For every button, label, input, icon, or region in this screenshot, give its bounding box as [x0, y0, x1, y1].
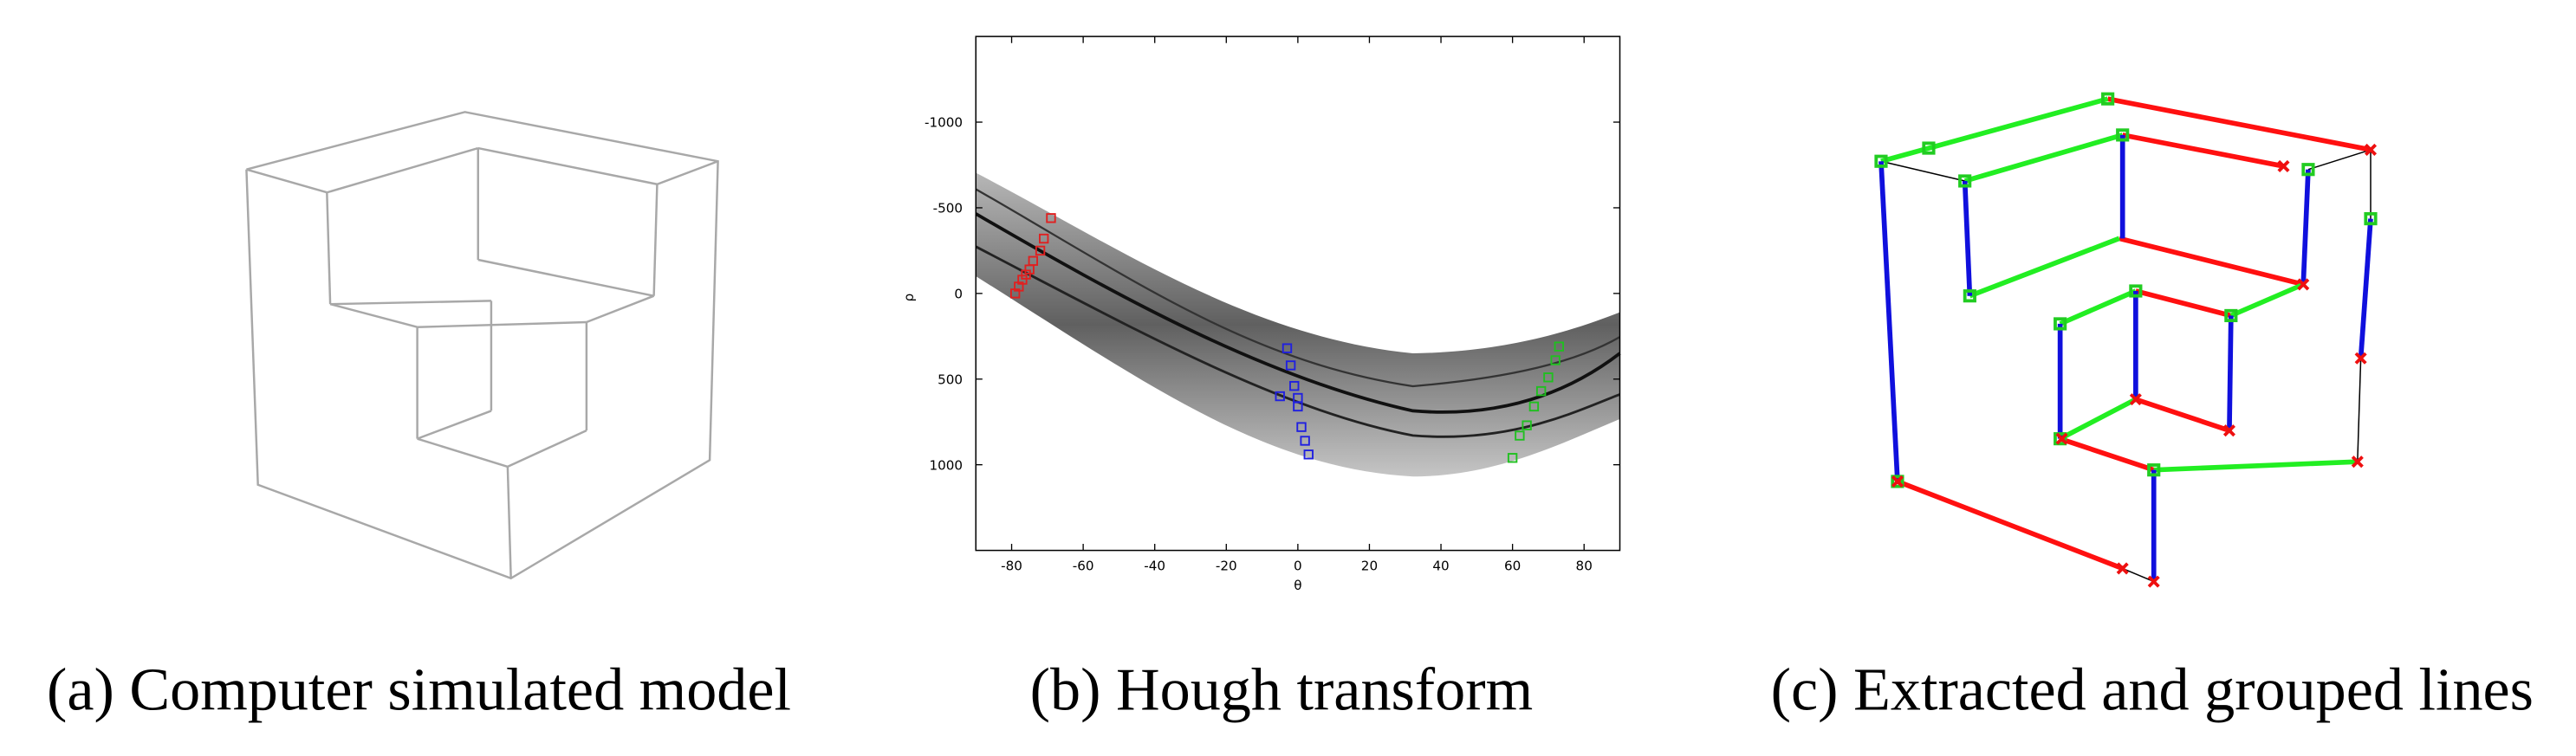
- x-tick-label: -40: [1144, 558, 1165, 573]
- peak-marker: [1507, 453, 1518, 463]
- peak-marker: [1296, 422, 1307, 432]
- x-axis-label: θ: [1294, 578, 1301, 593]
- peak-marker: [1554, 341, 1564, 352]
- grouped-lines: [1874, 92, 2378, 588]
- peak-marker: [1289, 380, 1300, 391]
- peak-marker: [1275, 391, 1285, 402]
- peak-marker: [1039, 233, 1049, 244]
- peak-marker: [1550, 355, 1561, 365]
- y-axis-label: ρ: [901, 294, 917, 302]
- peak-marker: [1303, 449, 1314, 460]
- caption: (b) Hough transform: [1030, 656, 1533, 724]
- peak-marker: [1009, 288, 1021, 299]
- peak-marker: [1046, 213, 1056, 223]
- x-tick-label: 20: [1361, 558, 1378, 573]
- y-tick-label: 0: [954, 287, 963, 302]
- peak-marker: [1035, 245, 1046, 256]
- x-tick-label: 60: [1504, 558, 1521, 573]
- peak-marker: [1528, 401, 1540, 412]
- caption: (c) Extracted and grouped lines: [1771, 656, 2534, 724]
- peak-marker: [1285, 360, 1296, 371]
- peak-marker: [1515, 430, 1525, 441]
- peak-marker: [1300, 436, 1310, 446]
- hough-image: [975, 172, 1621, 477]
- peak-marker: [1293, 401, 1303, 412]
- y-tick-label: 1000: [930, 457, 964, 473]
- peak-marker: [1522, 420, 1532, 430]
- y-tick-label: 500: [938, 372, 963, 387]
- peak-marker: [1535, 385, 1547, 397]
- y-tick-label: -500: [933, 201, 963, 216]
- peak-marker: [1282, 343, 1293, 353]
- cube-model: [245, 111, 719, 580]
- caption: (a) Computer simulated model: [47, 656, 791, 724]
- x-tick-label: 40: [1432, 558, 1449, 573]
- x-tick-label: -80: [1001, 558, 1022, 573]
- x-tick-label: -20: [1216, 558, 1237, 573]
- x-tick-label: -60: [1073, 558, 1094, 573]
- peak-marker: [1543, 372, 1554, 383]
- x-tick-label: 0: [1294, 558, 1302, 573]
- y-tick-label: -1000: [925, 115, 963, 131]
- hough-chart: θ ρ -80 -60 -40 -20 0 20 40 60 80 -1000 -500 0 500 10…: [901, 36, 1621, 593]
- x-tick-label: 80: [1576, 558, 1593, 573]
